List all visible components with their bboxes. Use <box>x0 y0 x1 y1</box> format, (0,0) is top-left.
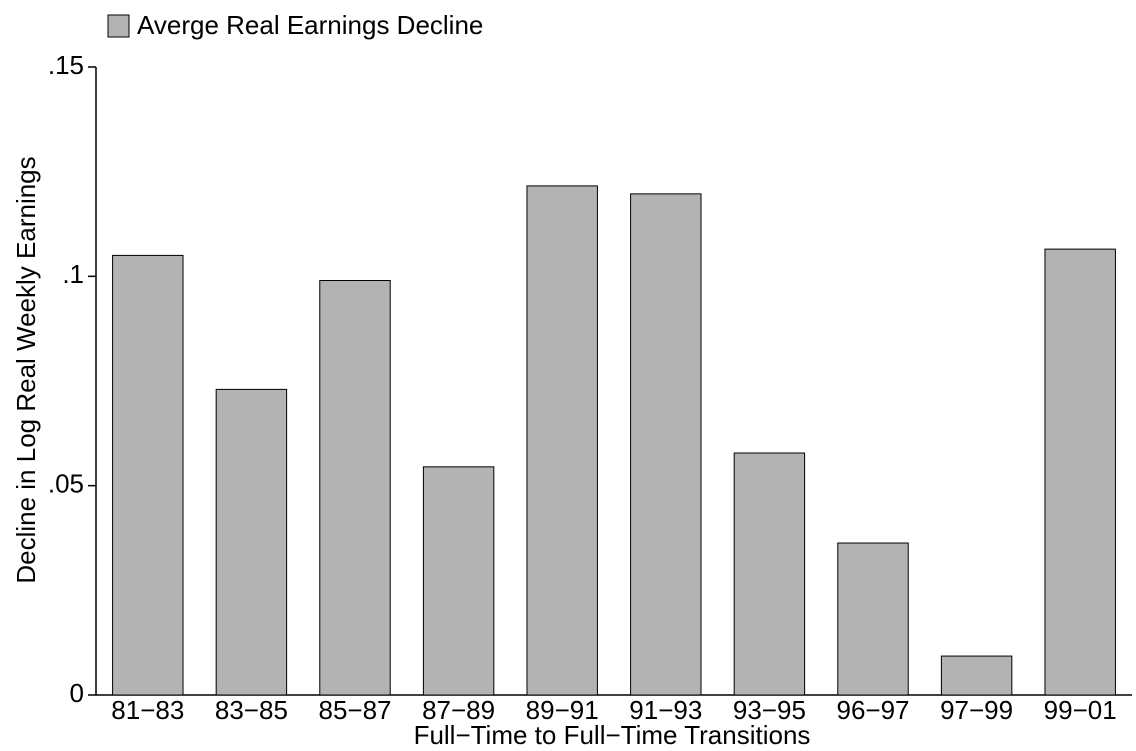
y-tick-label: .05 <box>48 469 84 499</box>
bar <box>112 254 184 696</box>
bar <box>526 185 598 696</box>
bar <box>837 542 909 696</box>
x-tick-label: 81−83 <box>111 695 184 725</box>
x-tick-label: 83−85 <box>215 695 288 725</box>
bar <box>733 452 806 696</box>
legend-swatch <box>107 14 130 38</box>
x-tick-label: 96−97 <box>836 695 909 725</box>
x-tick-label: 93−95 <box>733 695 806 725</box>
bar <box>940 655 1013 696</box>
x-axis-title: Full−Time to Full−Time Transitions <box>414 720 811 750</box>
bar <box>422 466 495 696</box>
y-axis-title: Decline in Log Real Weekly Earnings <box>11 156 41 583</box>
bar <box>215 388 288 696</box>
bar <box>1044 248 1116 696</box>
x-tick-label: 85−87 <box>318 695 391 725</box>
x-tick-label: 99−01 <box>1044 695 1117 725</box>
y-tick-label: 0 <box>70 678 84 708</box>
y-tick-label: .15 <box>48 50 84 80</box>
x-tick-label: 89−91 <box>526 695 599 725</box>
x-tick-label: 87−89 <box>422 695 495 725</box>
bar <box>630 193 702 696</box>
legend-label: Averge Real Earnings Decline <box>137 10 483 40</box>
x-tick-label: 97−99 <box>940 695 1013 725</box>
bar <box>319 280 391 696</box>
x-tick-label: 91−93 <box>629 695 702 725</box>
y-tick-label: .1 <box>62 259 84 289</box>
